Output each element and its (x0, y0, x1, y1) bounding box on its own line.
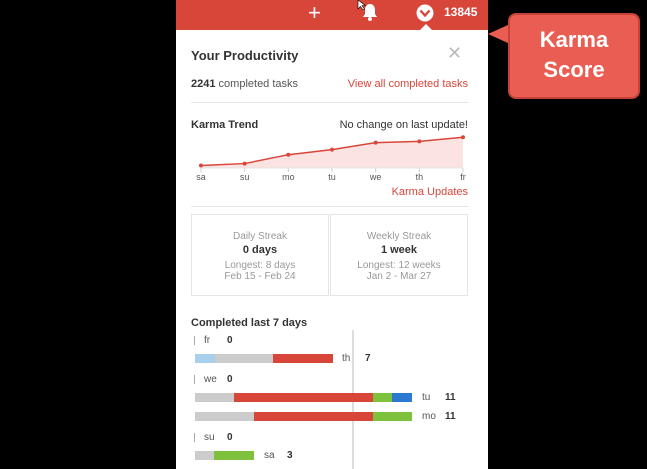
completed-suffix: completed tasks (218, 78, 299, 90)
trend-point (373, 140, 378, 145)
bar-tu[interactable] (195, 393, 412, 402)
weekly-streak-longest: Longest: 12 weeks (357, 260, 441, 271)
trend-point (461, 135, 465, 140)
day-name-su: su (204, 432, 215, 443)
trend-day-label: we (369, 172, 382, 182)
bar-segment (195, 451, 214, 460)
daily-streak-box: Daily Streak 0 days Longest: 8 days Feb … (191, 214, 329, 296)
day-name-tu: tu (422, 392, 431, 403)
day-count-sa: 3 (287, 450, 293, 461)
bar-segment (215, 354, 273, 363)
day-tick (194, 375, 195, 384)
trend-day-label: sa (196, 172, 206, 182)
day-count-su: 0 (227, 432, 233, 443)
productivity-panel: Your Productivity ✕ 2241 completed tasks… (176, 30, 488, 469)
popover-caret (418, 24, 434, 32)
close-icon[interactable]: ✕ (447, 43, 463, 63)
daily-streak-longest: Longest: 8 days (224, 260, 296, 271)
bell-icon[interactable] (362, 3, 378, 21)
bar-segment (373, 393, 392, 402)
weekly-streak-range: Jan 2 - Mar 27 (366, 271, 432, 282)
trend-day-label: su (239, 172, 250, 182)
karma-trend-day-labels: sa su mo tu we th fr (191, 172, 471, 186)
trend-area (201, 137, 463, 168)
mouse-cursor-icon (357, 0, 367, 10)
bar-segment (254, 412, 373, 421)
karma-trend-chart (199, 135, 465, 172)
daily-streak-range: Feb 15 - Feb 24 (224, 271, 296, 282)
bar-segment (273, 354, 333, 363)
weekly-streak-value: 1 week (380, 244, 418, 256)
day-name-th: th (342, 353, 351, 364)
divider (191, 102, 468, 103)
trend-day-label: tu (328, 172, 336, 182)
karma-updates-link[interactable]: Karma Updates (391, 186, 468, 198)
trend-point (330, 147, 334, 152)
callout-line-1: Karma (539, 27, 609, 52)
trend-day-label: th (415, 172, 424, 182)
view-all-completed-link[interactable]: View all completed tasks (347, 78, 468, 90)
callout-pointer (488, 24, 510, 44)
completed-last-7-days-title: Completed last 7 days (191, 317, 308, 329)
panel-title: Your Productivity (191, 48, 299, 63)
day-count-mo: 11 (445, 411, 456, 422)
trend-point (417, 139, 422, 144)
completed-count: 2241 (191, 78, 216, 90)
bar-segment (392, 393, 412, 402)
bar-mo[interactable] (195, 412, 412, 421)
bar-segment (195, 354, 215, 363)
bar-segment (214, 451, 254, 460)
bar-sa[interactable] (195, 451, 254, 460)
karma-score-callout: Karma Score (508, 13, 640, 99)
weekly-streak-label: Weekly Streak (366, 231, 432, 242)
completed-tasks-summary: 2241 completed tasks (191, 78, 298, 90)
day-count-we: 0 (227, 374, 233, 385)
bar-segment (373, 412, 412, 421)
day-count-fr: 0 (227, 335, 233, 346)
trend-point (199, 163, 203, 168)
karma-chevron-icon[interactable] (416, 4, 434, 22)
bar-segment (195, 412, 254, 421)
day-count-tu: 11 (445, 392, 456, 403)
trend-day-label: mo (282, 172, 295, 182)
day-name-mo: mo (422, 411, 436, 422)
day-name-fr: fr (204, 335, 211, 346)
day-name-sa: sa (264, 450, 275, 461)
top-bar: + 13845 (176, 0, 488, 30)
day-tick (194, 433, 195, 442)
daily-streak-label: Daily Streak (233, 231, 287, 242)
day-name-we: we (204, 374, 217, 385)
day-tick (194, 336, 195, 345)
bar-th[interactable] (195, 354, 333, 363)
completed-last-7-days-chart: fr 0 th 7 we 0 tu 11 mo 11 (176, 330, 488, 469)
callout-line-2: Score (543, 57, 605, 82)
karma-score[interactable]: 13845 (444, 5, 478, 19)
trend-day-label: fr (460, 172, 466, 182)
daily-streak-value: 0 days (242, 244, 278, 256)
day-count-th: 7 (365, 353, 371, 364)
trend-point (286, 152, 291, 157)
karma-trend-status: No change on last update! (339, 119, 468, 131)
weekly-streak-box: Weekly Streak 1 week Longest: 12 weeks J… (330, 214, 468, 296)
divider (191, 206, 468, 207)
trend-point (242, 161, 247, 166)
bar-segment (234, 393, 373, 402)
bar-segment (195, 393, 234, 402)
karma-trend-title: Karma Trend (191, 119, 259, 131)
plus-icon[interactable]: + (308, 0, 321, 25)
